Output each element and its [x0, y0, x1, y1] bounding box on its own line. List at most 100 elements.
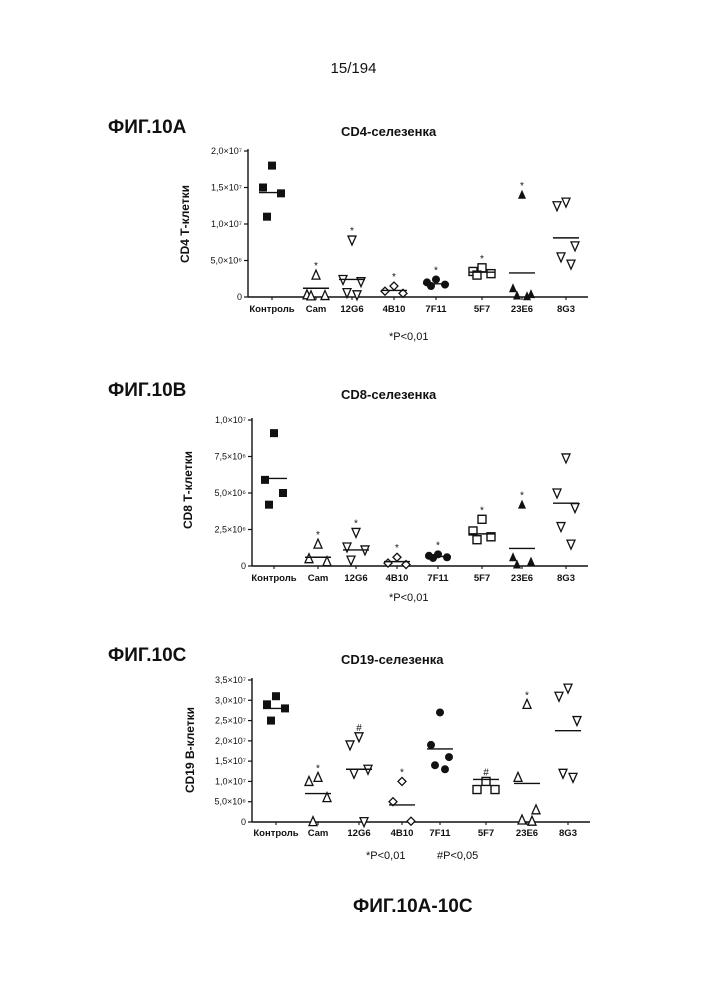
x-tick-label: 12G6: [347, 828, 370, 839]
x-tick-label: 8G3: [557, 573, 575, 584]
x-tick-label: Cam: [308, 828, 329, 839]
data-point: [427, 741, 435, 749]
data-point: [557, 523, 565, 532]
x-tick-label: 5F7: [474, 304, 490, 315]
y-tick-label: 1,0×10⁷: [211, 219, 242, 229]
data-point: [305, 776, 313, 785]
significance-marker: *: [354, 518, 358, 529]
data-point: [478, 515, 486, 523]
y-tick-label: 1,0×10⁷: [215, 776, 246, 786]
data-point: [261, 476, 269, 484]
x-tick-label: 7F11: [425, 304, 447, 315]
data-point: [564, 684, 572, 693]
data-point: [509, 552, 517, 561]
y-tick-label: 3,5×10⁷: [215, 675, 246, 685]
x-tick-label: Cam: [308, 573, 329, 584]
significance-marker: *: [525, 690, 529, 701]
x-tick-label: Контроль: [251, 573, 296, 584]
x-tick-label: 5F7: [474, 573, 490, 584]
x-tick-label: 23E6: [511, 304, 533, 315]
y-tick-label: 1,0×10⁷: [215, 415, 246, 425]
figure-label-b: ФИГ.10В: [108, 380, 186, 402]
x-tick-label: 8G3: [559, 828, 577, 839]
data-point: [343, 289, 351, 298]
data-point: [559, 769, 567, 778]
data-point: [347, 556, 355, 565]
x-tick-label: Cam: [306, 304, 327, 315]
data-point: [348, 236, 356, 245]
data-point: [571, 242, 579, 251]
x-tick-label: 23E6: [511, 573, 533, 584]
y-tick-label: 0: [237, 292, 242, 302]
significance-note-c-2: #P<0,05: [437, 850, 478, 862]
data-point: [267, 717, 275, 725]
significance-note-c-1: *P<0,01: [366, 850, 405, 862]
data-point: [557, 253, 565, 262]
data-point: [343, 543, 351, 552]
figure-caption: ФИГ.10А-10С: [353, 896, 473, 918]
significance-note-a: *P<0,01: [389, 331, 428, 343]
significance-marker: *: [520, 181, 524, 192]
data-point: [398, 777, 406, 785]
y-tick-label: 5,0×10⁶: [211, 256, 243, 266]
figure-label-c: ФИГ.10С: [108, 645, 186, 667]
y-tick-label: 0: [241, 561, 246, 571]
data-point: [514, 772, 522, 781]
y-axis-label-b: CD8 Т-клетки: [181, 451, 195, 529]
x-tick-label: 5F7: [478, 828, 494, 839]
data-point: [323, 557, 331, 566]
significance-marker: *: [434, 265, 438, 276]
data-point: [518, 815, 526, 824]
data-point: [305, 554, 313, 563]
y-tick-label: 2,5×10⁷: [215, 716, 246, 726]
x-tick-label: 12G6: [344, 573, 367, 584]
significance-marker: *: [395, 543, 399, 554]
y-tick-label: 5,0×10⁶: [215, 797, 247, 807]
data-point: [491, 786, 499, 794]
x-tick-label: Контроль: [253, 828, 298, 839]
significance-marker: *: [400, 767, 404, 778]
data-point: [279, 489, 287, 497]
data-point: [436, 708, 444, 716]
y-tick-label: 2,5×10⁶: [215, 525, 247, 535]
data-point: [432, 275, 440, 283]
data-point: [263, 213, 271, 221]
data-point: [567, 540, 575, 549]
y-tick-label: 5,0×10⁶: [215, 488, 247, 498]
data-point: [571, 504, 579, 513]
data-point: [569, 773, 577, 782]
y-axis-label-c: CD19 В-клетки: [183, 707, 197, 793]
significance-marker: *: [436, 540, 440, 551]
data-point: [355, 733, 363, 742]
x-tick-label: 4B10: [391, 828, 414, 839]
significance-marker: *: [350, 226, 354, 237]
x-tick-label: 12G6: [340, 304, 363, 315]
significance-note-b: *P<0,01: [389, 592, 428, 604]
x-tick-label: 4B10: [386, 573, 409, 584]
chart-title-b: CD8-селезенка: [341, 387, 436, 402]
data-point: [270, 429, 278, 437]
data-point: [272, 692, 280, 700]
y-tick-label: 7,5×10⁶: [215, 452, 247, 462]
x-tick-label: 7F11: [427, 573, 449, 584]
data-point: [265, 501, 273, 509]
data-point: [562, 198, 570, 207]
significance-marker: *: [520, 491, 524, 502]
significance-marker: #: [356, 723, 362, 734]
data-point: [429, 554, 437, 562]
data-point: [259, 184, 267, 192]
x-tick-label: 23E6: [516, 828, 538, 839]
data-point: [263, 700, 271, 708]
data-point: [562, 454, 570, 463]
data-point: [381, 287, 389, 295]
data-point: [352, 528, 360, 537]
data-point: [441, 281, 449, 289]
y-tick-label: 2,0×10⁷: [211, 146, 242, 156]
data-point: [555, 692, 563, 701]
x-tick-label: 4B10: [383, 304, 406, 315]
y-tick-label: 2,0×10⁷: [215, 736, 246, 746]
data-point: [573, 717, 581, 726]
significance-marker: *: [392, 272, 396, 283]
data-point: [553, 202, 561, 211]
